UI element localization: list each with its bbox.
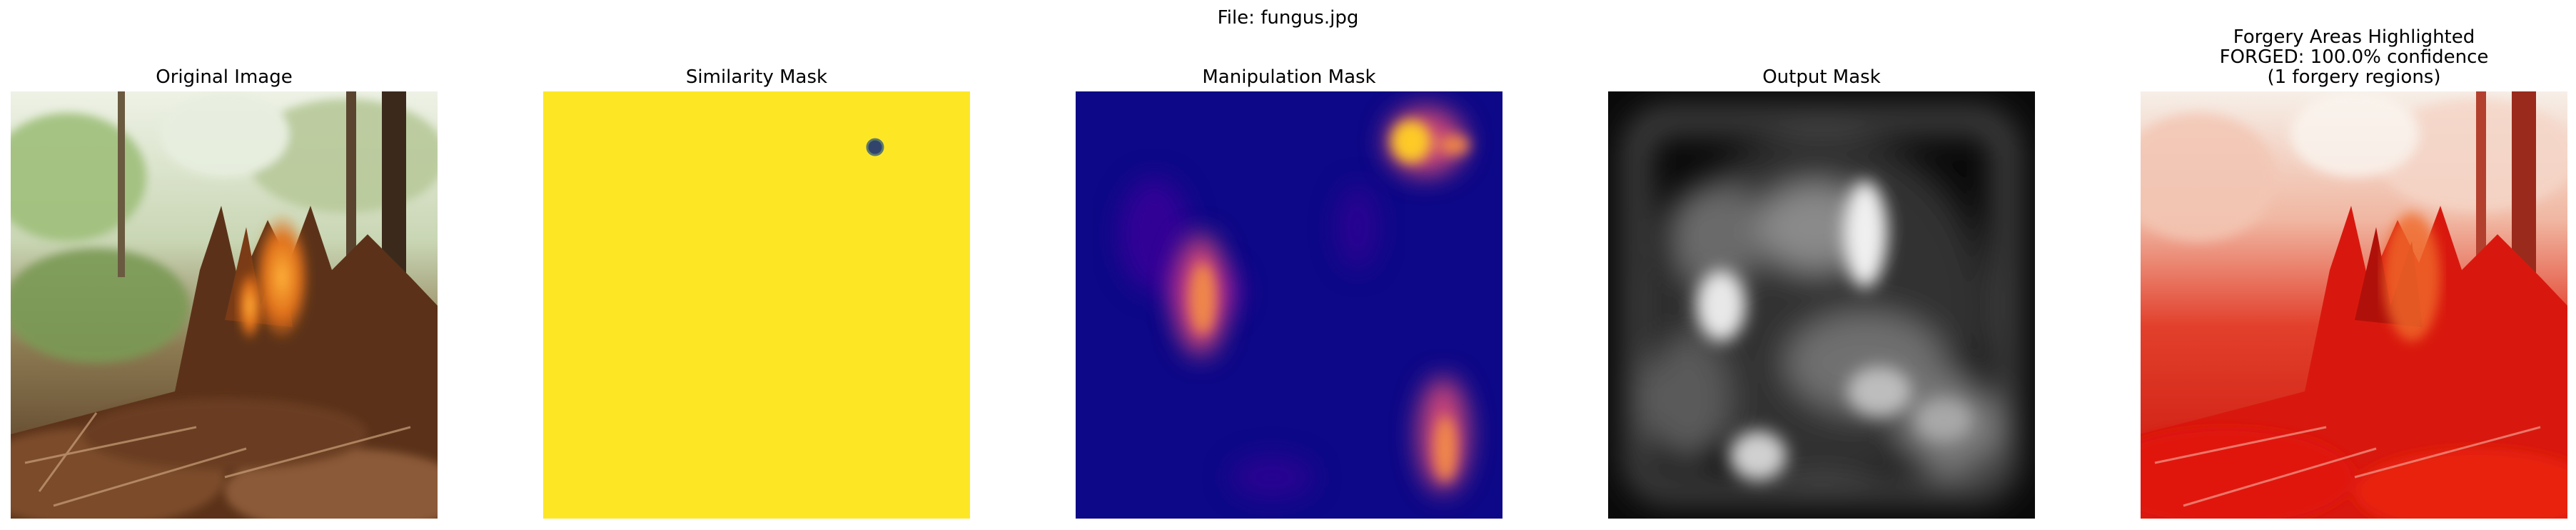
panel-manipulation-mask: Manipulation Mask — [1076, 67, 1502, 519]
forgery-overlay-frame — [2141, 91, 2567, 519]
original-image-frame — [11, 91, 438, 519]
forgery-overlay-photo-icon — [2141, 91, 2567, 519]
panel-title-line: Manipulation Mask — [1202, 66, 1376, 88]
manipulation-heatmap-icon — [1076, 91, 1502, 519]
panel-similarity-mask: Similarity Mask — [543, 67, 970, 519]
manipulation-mask-frame — [1076, 91, 1502, 519]
figure-suptitle: File: fungus.jpg — [1217, 7, 1359, 29]
panel-title-line: Output Mask — [1762, 66, 1881, 88]
panel-title-line: Original Image — [156, 66, 293, 88]
panel-title-line: FORGED: 100.0% confidence — [2219, 46, 2489, 68]
panel-forgery-highlighted: Forgery Areas Highlighted FORGED: 100.0%… — [2141, 27, 2567, 519]
forest-stump-photo-icon — [11, 91, 438, 519]
similarity-mask-frame — [543, 91, 970, 519]
panel-title-line: Forgery Areas Highlighted — [2233, 26, 2475, 48]
panel-original-image: Original Image — [11, 67, 438, 519]
panel-title: Output Mask — [1580, 67, 2064, 87]
grayscale-mask-icon — [1608, 91, 2035, 519]
similarity-heatmap-icon — [543, 91, 970, 519]
panel-title: Forgery Areas Highlighted FORGED: 100.0%… — [2112, 27, 2576, 87]
panel-title: Similarity Mask — [515, 67, 999, 87]
panel-title: Original Image — [0, 67, 466, 87]
panel-title-line: (1 forgery regions) — [2267, 66, 2441, 88]
panel-title: Manipulation Mask — [1047, 67, 1531, 87]
output-mask-frame — [1608, 91, 2035, 519]
panel-title-line: Similarity Mask — [685, 66, 828, 88]
panel-output-mask: Output Mask — [1608, 67, 2035, 519]
